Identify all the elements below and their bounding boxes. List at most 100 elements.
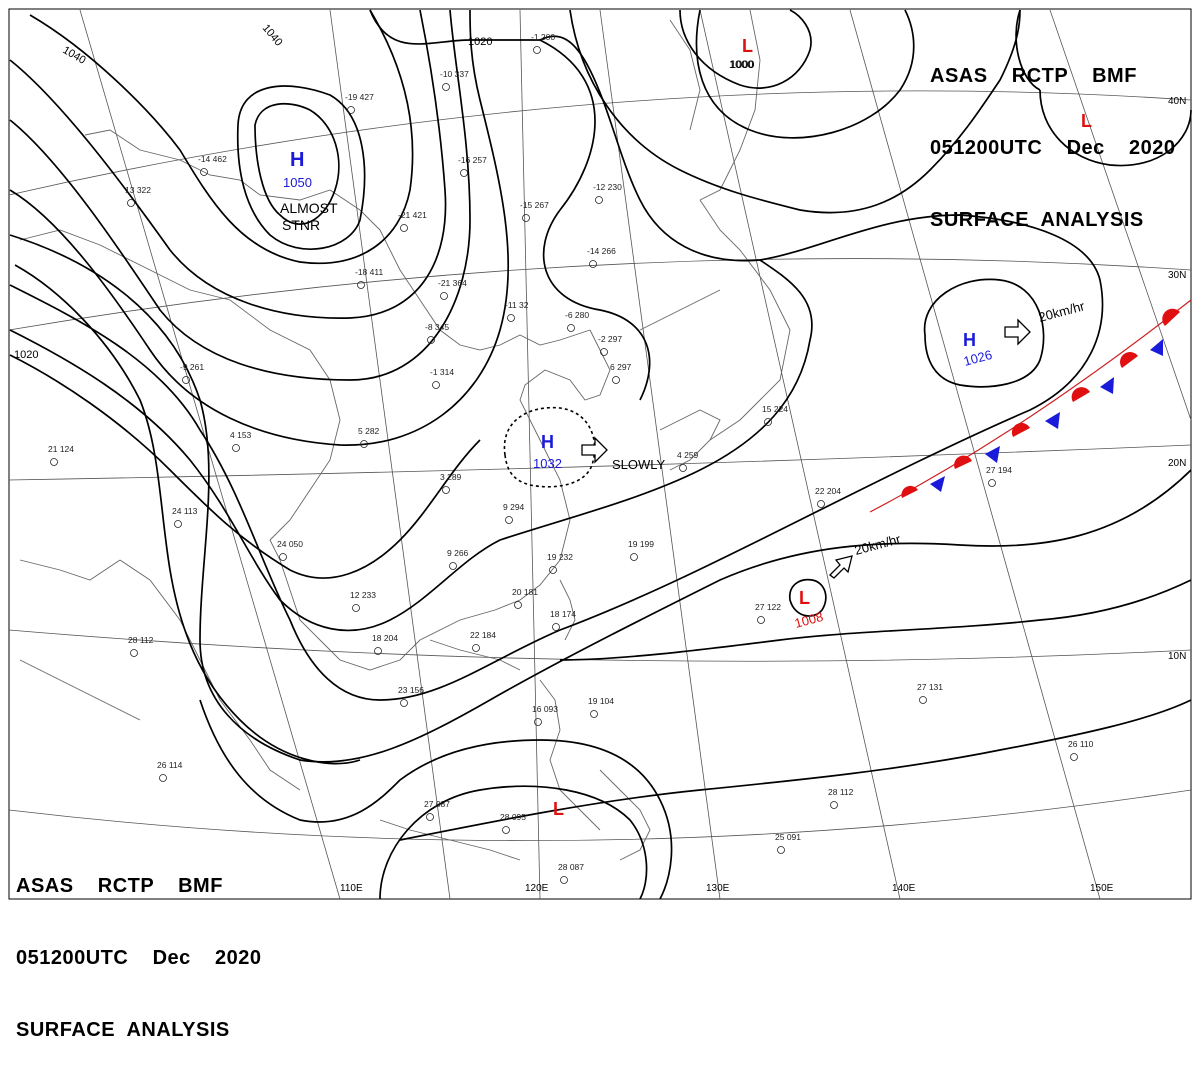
station-plot: -14 266: [587, 246, 616, 268]
station-value: -19 427: [345, 92, 374, 102]
station-value: 4 259: [677, 450, 699, 460]
coastlines: [19, 9, 791, 861]
station-plot: -21 421: [398, 210, 427, 232]
station-value: 25 091: [775, 832, 801, 842]
station-value: -21 364: [438, 278, 467, 288]
station-value: 24 113: [172, 506, 198, 516]
station-plot: 19 199: [628, 539, 654, 561]
station-value: 13 322: [125, 185, 151, 195]
station-plot: 19 104: [588, 696, 614, 718]
map-header-top: ASAS RCTP BMF 051200UTC Dec 2020 SURFACE…: [930, 16, 1175, 256]
isobar-label: 1000: [730, 59, 754, 71]
station-plot: -15 267: [520, 200, 549, 222]
weather-map: 1040 1040 1020 1020 1000 H 1050 ALMOST S…: [8, 8, 1192, 900]
isobar-label: 1020: [468, 36, 492, 48]
station-circle-icon: [757, 616, 765, 624]
station-plot: -1 200: [531, 32, 555, 54]
station-plot: 25 091: [775, 832, 801, 854]
station-plot: -19 427: [345, 92, 374, 114]
latitude-label: 20N: [1168, 458, 1186, 469]
station-circle-icon: [777, 846, 785, 854]
station-value: 27 131: [917, 682, 943, 692]
station-value: -10 337: [440, 69, 469, 79]
station-circle-icon: [679, 464, 687, 472]
station-plot: 28 087: [558, 862, 584, 884]
header-line-1: ASAS RCTP BMF: [16, 875, 223, 897]
latitude-label: 30N: [1168, 270, 1186, 281]
station-value: 24 050: [277, 539, 303, 549]
station-circle-icon: [600, 348, 608, 356]
station-plot: 9 294: [503, 502, 525, 524]
station-circle-icon: [1070, 753, 1078, 761]
station-value: -14 266: [587, 246, 616, 256]
station-plot: -21 364: [438, 278, 467, 300]
arrow-icon: [829, 555, 853, 579]
low-symbol: L: [742, 36, 753, 56]
station-value: 16 093: [532, 704, 558, 714]
station-plot: 24 113: [172, 506, 198, 528]
longitude-label: 140E: [892, 883, 916, 894]
station-plot: 5 282: [358, 426, 380, 448]
station-circle-icon: [534, 718, 542, 726]
station-circle-icon: [460, 169, 468, 177]
station-circle-icon: [347, 106, 355, 114]
latitude-label: 10N: [1168, 651, 1186, 662]
station-value: 26 110: [1068, 739, 1094, 749]
station-plot: 28 095: [500, 812, 526, 834]
station-value: 22 204: [815, 486, 841, 496]
station-circle-icon: [440, 292, 448, 300]
station-circle-icon: [159, 774, 167, 782]
low-pressure-value: 1008: [793, 609, 825, 631]
station-circle-icon: [427, 336, 435, 344]
high-symbol: H: [541, 432, 554, 452]
arrow-icon: [1004, 318, 1031, 346]
station-circle-icon: [442, 83, 450, 91]
station-circle-icon: [589, 260, 597, 268]
station-circle-icon: [590, 710, 598, 718]
station-plot: 26 114: [157, 760, 183, 782]
longitude-label: 120E: [525, 883, 549, 894]
station-value: -1 200: [531, 32, 555, 42]
station-circle-icon: [764, 418, 772, 426]
station-circle-icon: [130, 649, 138, 657]
station-plot: 22 184: [470, 630, 496, 652]
station-circle-icon: [522, 214, 530, 222]
station-circle-icon: [514, 601, 522, 609]
longitude-label: 150E: [1090, 883, 1114, 894]
station-value: 4 153: [230, 430, 252, 440]
station-plot: 19 232: [547, 552, 573, 574]
station-value: 19 232: [547, 552, 573, 562]
arrow-icon: [581, 436, 608, 464]
station-circle-icon: [432, 381, 440, 389]
station-value: 27 194: [986, 465, 1012, 475]
station-circle-icon: [988, 479, 996, 487]
station-value: -9 261: [180, 362, 204, 372]
station-value: -18 411: [355, 267, 383, 277]
station-value: 12 233: [350, 590, 376, 600]
station-circle-icon: [817, 500, 825, 508]
high-pressure-value: 1032: [533, 456, 562, 471]
header-line-2: 051200UTC Dec 2020: [16, 947, 262, 969]
station-plot: 6 297: [610, 362, 632, 384]
latitude-label: 40N: [1168, 96, 1186, 107]
station-plot: 13 322: [125, 185, 151, 207]
low-pressure-value: 1000: [729, 59, 753, 71]
system-note: ALMOST: [280, 200, 338, 216]
header-line-3: SURFACE ANALYSIS: [930, 209, 1144, 231]
station-circle-icon: [505, 516, 513, 524]
station-circle-icon: [400, 224, 408, 232]
station-circle-icon: [533, 46, 541, 54]
station-circle-icon: [50, 458, 58, 466]
station-value: 5 282: [358, 426, 380, 436]
header-line-2: 051200UTC Dec 2020: [930, 137, 1176, 159]
station-value: 27 087: [424, 799, 450, 809]
low-symbol: L: [799, 588, 810, 608]
station-value: 9 294: [503, 502, 525, 512]
station-value: 9 266: [447, 548, 469, 558]
station-circle-icon: [552, 623, 560, 631]
station-value: 3 289: [440, 472, 462, 482]
station-circle-icon: [442, 486, 450, 494]
low-symbol: L: [553, 799, 564, 819]
station-plot: -12 230: [593, 182, 622, 204]
station-circle-icon: [352, 604, 360, 612]
